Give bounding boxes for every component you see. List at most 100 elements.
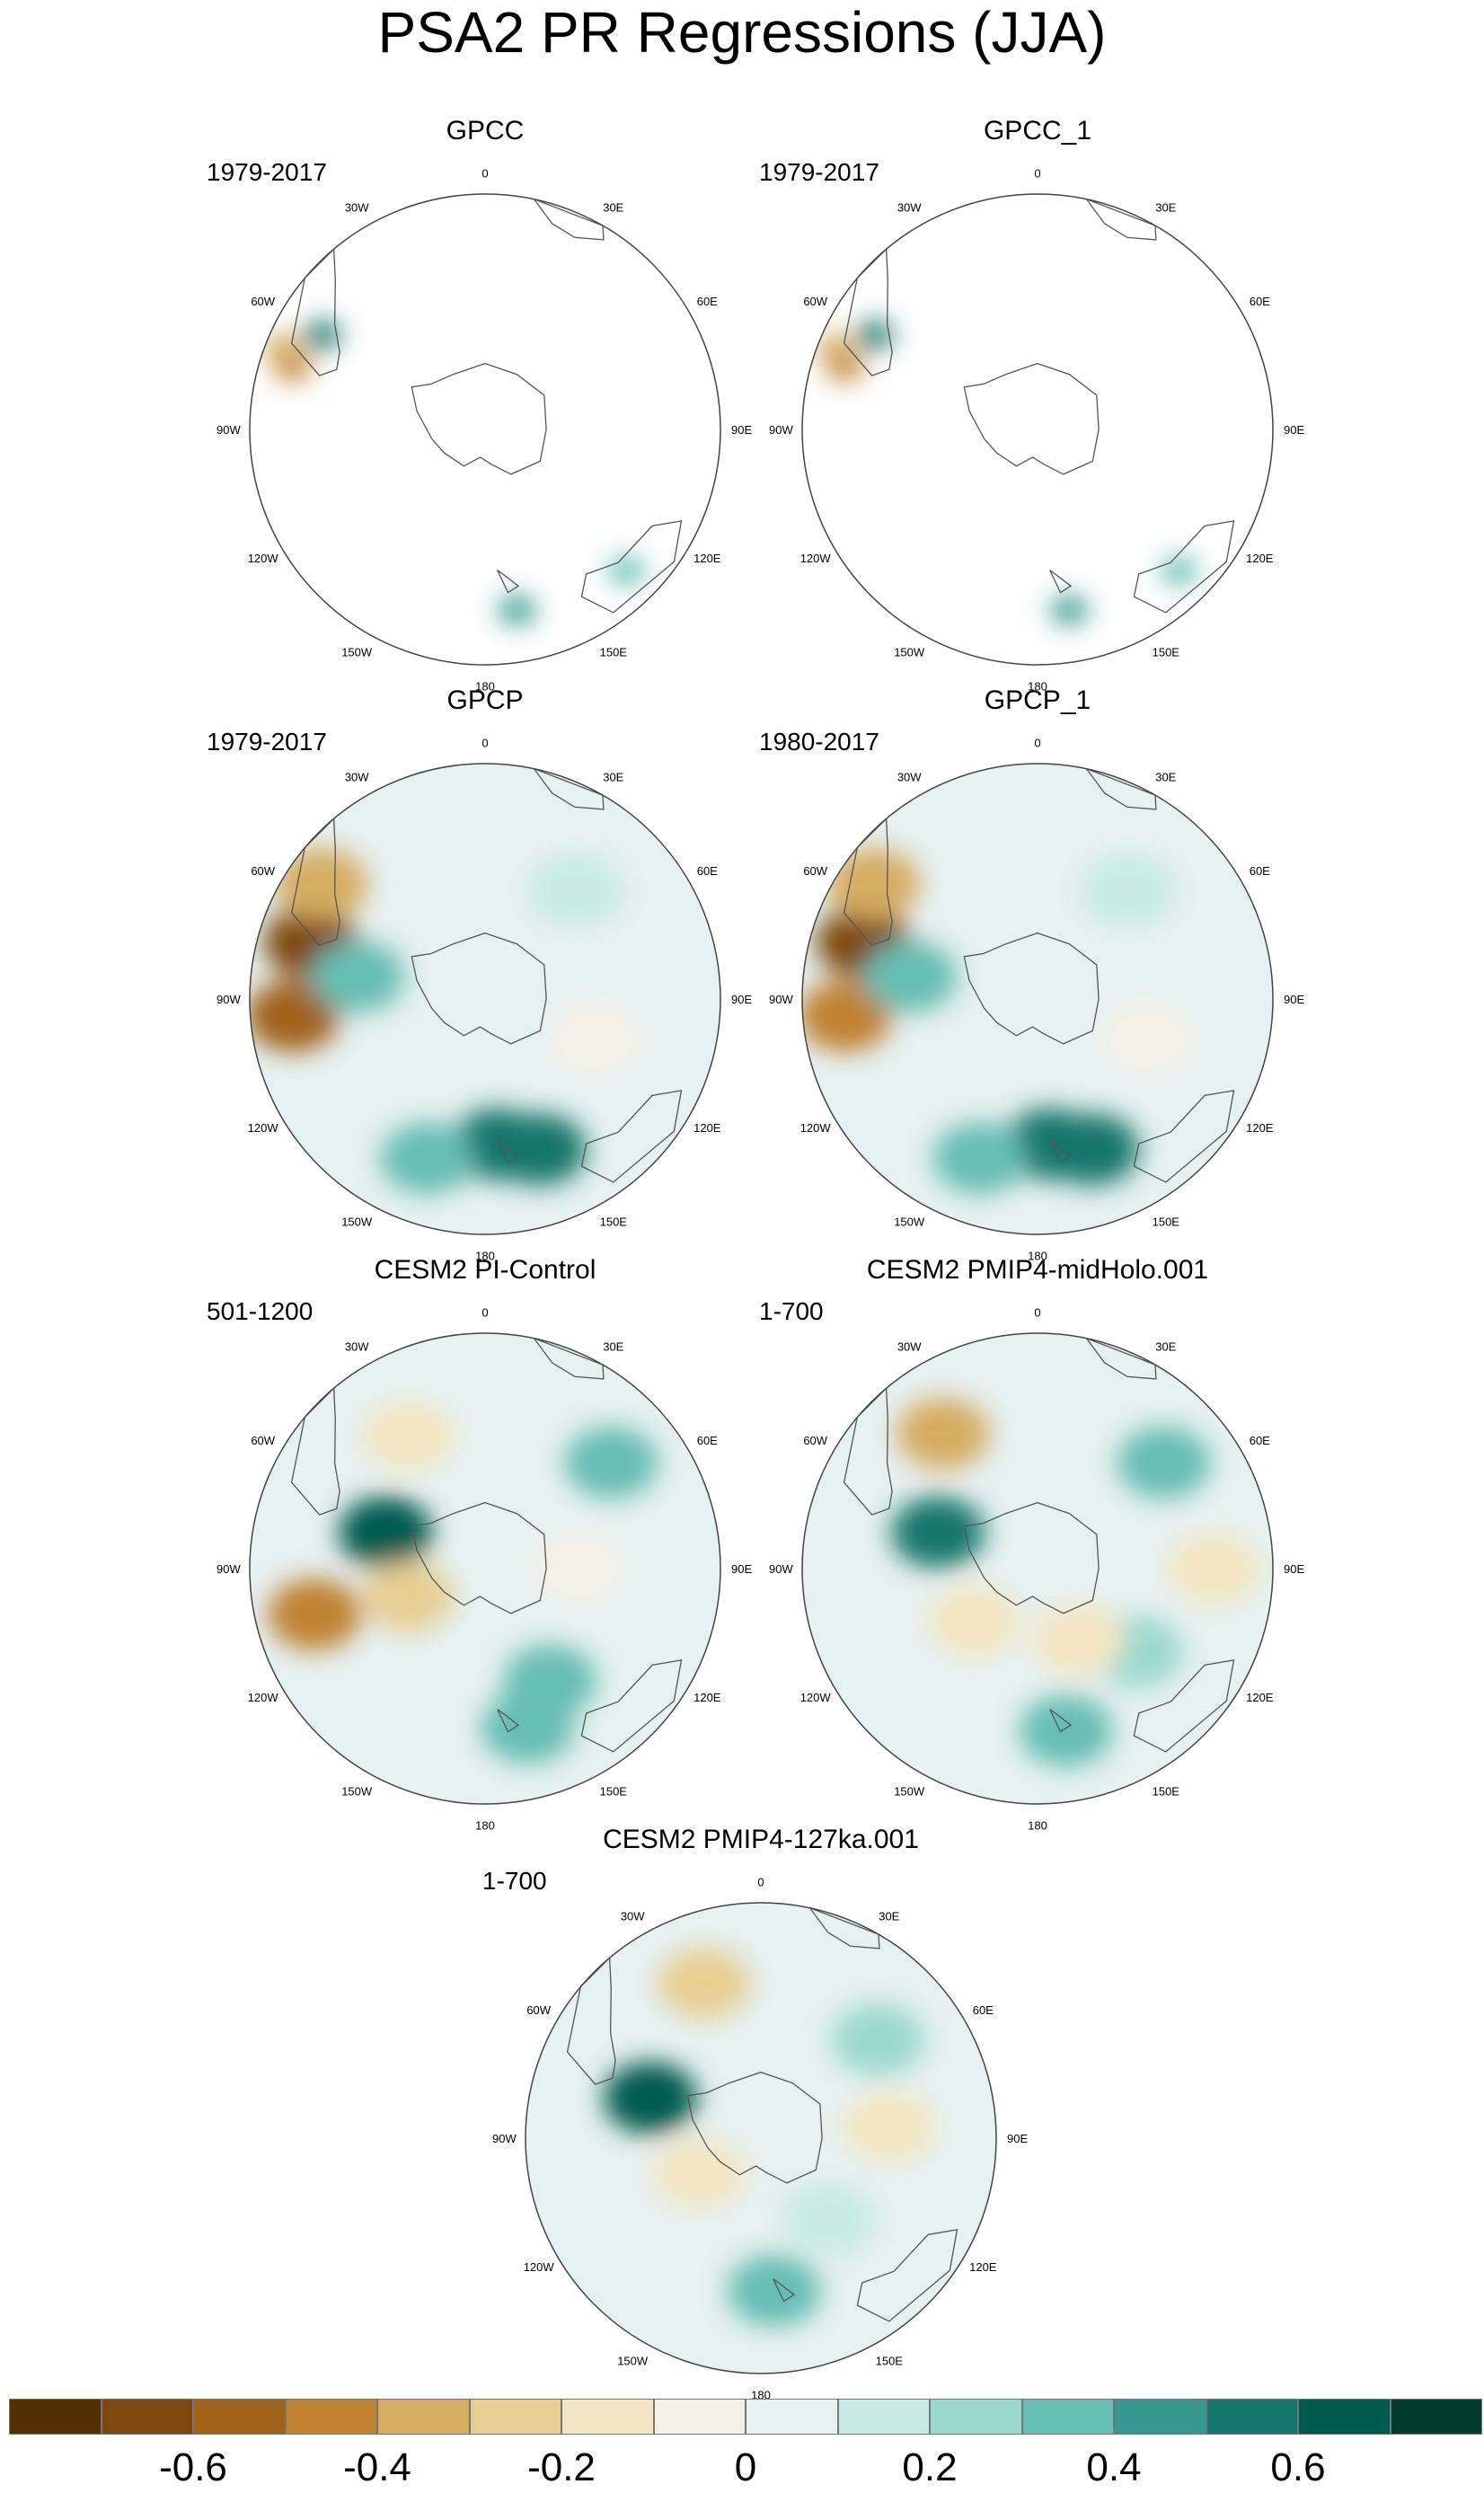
lon-label: 120W xyxy=(248,552,279,565)
lon-label: 60E xyxy=(1250,295,1270,308)
lon-label: 0 xyxy=(1034,166,1040,180)
anomaly-blob xyxy=(826,848,921,921)
map-background xyxy=(802,194,1273,665)
africa-coast xyxy=(1084,198,1157,241)
lon-label: 150W xyxy=(894,1215,925,1228)
anomaly-blob xyxy=(1050,596,1089,625)
anomaly-blob xyxy=(1019,1694,1113,1767)
lon-label: 120W xyxy=(248,1121,279,1135)
australia-coast xyxy=(1133,1090,1235,1183)
map-panel: CESM2 PMIP4-midHolo.001 1-700 0 30E 60E 90E 12… xyxy=(759,1254,1316,1833)
panel-title: GPCP xyxy=(446,685,524,715)
panel-period: 1980-2017 xyxy=(759,728,879,756)
lon-label: 120E xyxy=(1246,552,1274,565)
lon-label: 30E xyxy=(1155,1340,1176,1354)
anomaly-blob xyxy=(1101,1003,1196,1075)
panel-period: 1979-2017 xyxy=(207,728,327,756)
lon-label: 120E xyxy=(693,1691,721,1704)
field-layer xyxy=(526,1903,996,2374)
lon-label: 90E xyxy=(1284,423,1304,437)
polar-map: 0 30E 60E 90E 120E 150E 180 150W 120W 90W 60W 30W xyxy=(769,1305,1304,1832)
colorbar-box xyxy=(837,2399,930,2435)
lon-label: 180 xyxy=(475,1250,495,1263)
lon-label: 120E xyxy=(1246,1121,1274,1135)
lon-label: 150W xyxy=(894,645,925,659)
lon-label: 0 xyxy=(481,1305,488,1319)
anomaly-blob xyxy=(727,2254,821,2327)
anomaly-blob xyxy=(268,1578,362,1650)
colorbar-box xyxy=(1114,2399,1206,2435)
map-panel: GPCC_1 1979-2017 0 30E 60E 90E 120E 150E 180 150W… xyxy=(759,115,1316,694)
anomaly-blob xyxy=(863,941,958,1012)
anomaly-blob xyxy=(481,1692,575,1764)
lon-label: 60E xyxy=(973,2003,994,2017)
colorbar-tick-label: -0.6 xyxy=(159,2445,227,2489)
lon-label: 180 xyxy=(475,1819,495,1833)
anomaly-blob xyxy=(492,1113,587,1186)
lon-label: 60W xyxy=(251,1434,275,1447)
new-zealand-coast xyxy=(1049,1139,1073,1163)
polar-map: 0 30E 60E 90E 120E 150E 180 150W 120W 90W 60W 30W xyxy=(216,736,752,1263)
map-border xyxy=(801,763,1274,1235)
anomaly-blob xyxy=(1160,556,1198,586)
map-border xyxy=(249,1332,721,1805)
colorbar-tick-label: -0.2 xyxy=(527,2445,596,2489)
colorbar-box xyxy=(653,2399,746,2435)
lon-label: 150W xyxy=(341,1784,373,1798)
panel-period: 1979-2017 xyxy=(207,158,327,186)
anomaly-blob xyxy=(603,2062,697,2135)
polar-map: 0 30E 60E 90E 120E 150E 180 150W 120W 90W 60W 30W xyxy=(216,1305,752,1832)
antarctica-coast xyxy=(963,362,1100,475)
colorbar-box xyxy=(101,2399,193,2435)
lon-label: 30W xyxy=(897,1340,922,1354)
colorbar-box xyxy=(930,2399,1022,2435)
polar-map: 0 30E 60E 90E 120E 150E 180 150W 120W 90W 60W 30W xyxy=(216,166,752,693)
lon-label: 0 xyxy=(1034,736,1040,749)
colorbar-box xyxy=(1021,2399,1114,2435)
new-zealand-coast xyxy=(1049,1709,1073,1733)
anomaly-blob xyxy=(529,854,623,927)
lon-label: 90W xyxy=(216,993,241,1006)
colorbar-box xyxy=(1298,2399,1391,2435)
africa-coast xyxy=(1084,1337,1157,1380)
anomaly-blob xyxy=(607,556,646,586)
australia-coast xyxy=(580,1090,683,1183)
australia-coast xyxy=(1133,1659,1235,1753)
map-border xyxy=(801,1332,1274,1805)
colorbar-box xyxy=(1206,2399,1298,2435)
colorbar-box xyxy=(1390,2399,1482,2435)
lon-label: 0 xyxy=(1034,1305,1040,1319)
anomaly-blob xyxy=(498,596,536,625)
colorbar xyxy=(9,2399,1482,2436)
australia-coast xyxy=(856,2229,958,2322)
antarctica-coast xyxy=(411,362,547,475)
colorbar-tick-label: 0.2 xyxy=(902,2445,958,2489)
lon-label: 150W xyxy=(894,1784,925,1798)
anomaly-blob xyxy=(1082,854,1175,927)
lon-label: 150E xyxy=(1153,1215,1180,1228)
antarctica-coast xyxy=(963,1501,1100,1614)
lon-label: 90E xyxy=(1007,2132,1028,2145)
lon-label: 90W xyxy=(769,1562,793,1576)
anomaly-blob xyxy=(339,1496,433,1569)
lon-label: 60E xyxy=(697,1434,718,1447)
colorbar-tick-label: 0.4 xyxy=(1086,2445,1142,2489)
lon-label: 30E xyxy=(603,201,623,215)
lon-label: 90W xyxy=(769,993,793,1006)
anomaly-blob xyxy=(831,2003,925,2076)
lon-label: 120W xyxy=(524,2260,555,2274)
anomaly-blob xyxy=(802,979,892,1052)
map-panel: GPCC 1979-2017 0 30E 60E 90E 120E 150E 180 150W 12… xyxy=(207,115,764,694)
lon-label: 120E xyxy=(969,2260,997,2274)
lon-label: 90E xyxy=(1284,993,1304,1006)
anomaly-blob xyxy=(1167,1533,1261,1605)
anomaly-blob xyxy=(658,1947,752,2020)
lon-label: 0 xyxy=(757,1875,764,1888)
lon-label: 150E xyxy=(600,645,628,659)
lon-label: 90E xyxy=(1284,1562,1304,1576)
polar-map: 0 30E 60E 90E 120E 150E 180 150W 120W 90W 60W 30W xyxy=(769,166,1304,693)
new-zealand-coast xyxy=(773,2278,796,2303)
field-layer xyxy=(250,764,720,1234)
lon-label: 90W xyxy=(769,423,793,437)
lon-label: 120E xyxy=(693,1121,721,1135)
